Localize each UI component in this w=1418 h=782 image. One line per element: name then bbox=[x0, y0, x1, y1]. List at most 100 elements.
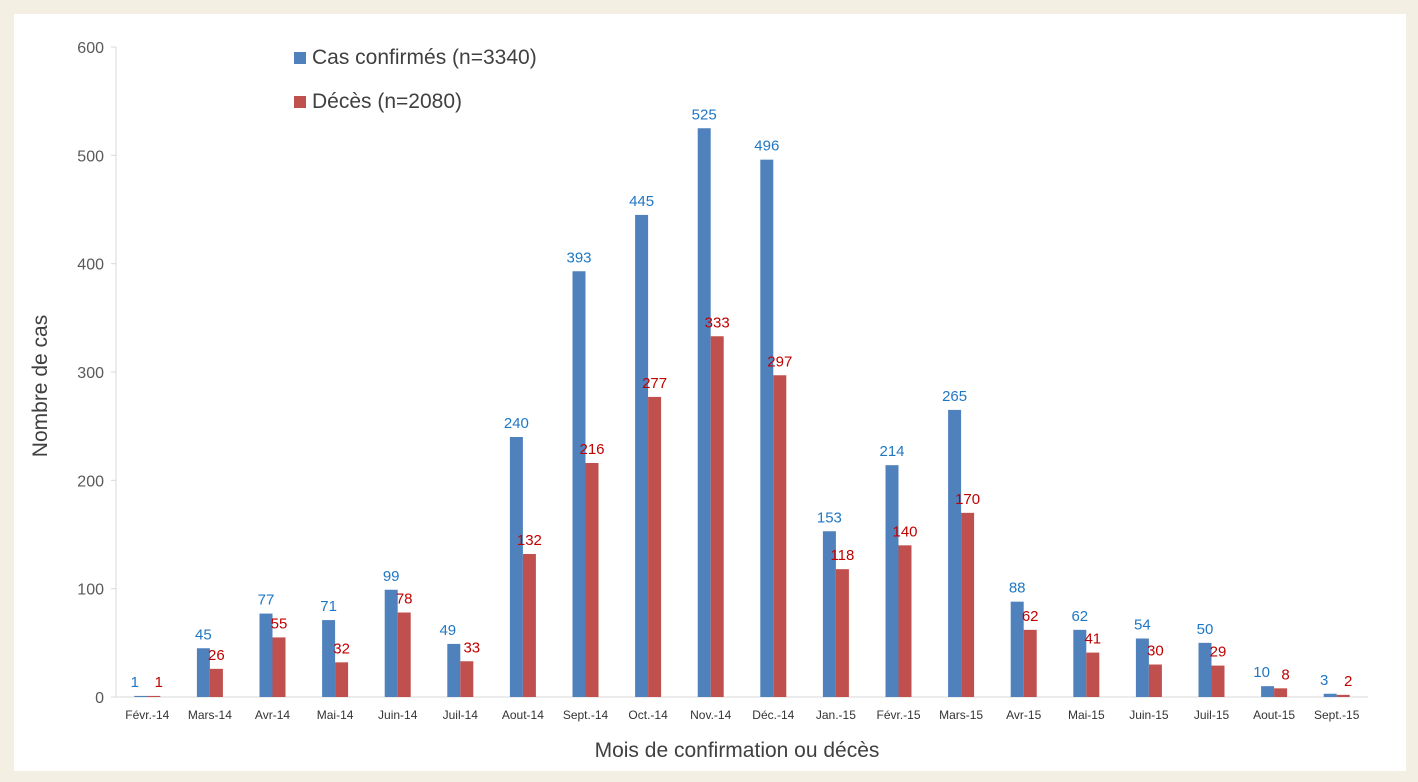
bar-deces bbox=[147, 695, 161, 697]
x-tick-label: Avr-15 bbox=[1006, 708, 1041, 722]
data-label-deces: 297 bbox=[767, 353, 792, 370]
data-label-deces: 170 bbox=[955, 491, 980, 508]
bar-deces bbox=[1211, 665, 1225, 697]
data-label-deces: 132 bbox=[517, 532, 542, 549]
bar-cas-confirmes bbox=[885, 465, 899, 697]
bar-cas-confirmes bbox=[822, 531, 836, 697]
data-label-deces: 30 bbox=[1147, 643, 1164, 660]
bar-chart: 0 100 200 300 400 500 600 Févr.-14 Mars-14 Avr-1… bbox=[29, 40, 1368, 762]
legend-swatch-cas-confirmes bbox=[294, 52, 306, 64]
bar-deces bbox=[335, 662, 349, 697]
data-label-cas-confirmes: 214 bbox=[879, 443, 904, 460]
data-label-deces: 2 bbox=[1344, 673, 1352, 690]
bar-cas-confirmes bbox=[572, 271, 586, 697]
data-label-cas-confirmes: 265 bbox=[942, 388, 967, 405]
bar-cas-confirmes bbox=[134, 695, 148, 697]
bar-cas-confirmes bbox=[1010, 601, 1024, 697]
bar-cas-confirmes bbox=[384, 589, 398, 697]
data-label-deces: 55 bbox=[271, 615, 288, 632]
data-label-deces: 78 bbox=[396, 591, 413, 608]
bar-cas-confirmes bbox=[322, 620, 336, 697]
data-label-cas-confirmes: 10 bbox=[1253, 664, 1270, 681]
y-tick-label: 100 bbox=[77, 582, 104, 599]
bar-cas-confirmes bbox=[1323, 693, 1337, 697]
data-label-cas-confirmes: 240 bbox=[504, 415, 529, 432]
bar-cas-confirmes bbox=[760, 159, 774, 697]
bar-cas-confirmes bbox=[1073, 629, 1087, 697]
bar-deces bbox=[1086, 652, 1100, 697]
bar-deces bbox=[773, 375, 787, 697]
data-label-cas-confirmes: 62 bbox=[1071, 608, 1088, 625]
bar-deces bbox=[585, 463, 599, 697]
y-tick-label: 600 bbox=[77, 40, 104, 57]
x-tick-label: Sept.-15 bbox=[1314, 708, 1360, 722]
legend-label-deces: Décès (n=2080) bbox=[312, 90, 462, 113]
x-tick-label: Juil-15 bbox=[1194, 708, 1230, 722]
x-tick-labels: Févr.-14 Mars-14 Avr-14 Mai-14 Juin-14 Juil-1… bbox=[125, 708, 1359, 722]
bar-deces bbox=[898, 545, 912, 697]
data-label-deces: 333 bbox=[705, 314, 730, 331]
y-tick-label: 200 bbox=[77, 473, 104, 490]
data-label-cas-confirmes: 153 bbox=[817, 509, 842, 526]
x-tick-label: Oct.-14 bbox=[628, 708, 668, 722]
bar-deces bbox=[1336, 694, 1350, 697]
bars bbox=[134, 128, 1350, 697]
bar-deces bbox=[460, 661, 474, 697]
axes bbox=[111, 46, 1368, 698]
y-axis-title: Nombre de cas bbox=[29, 315, 52, 457]
bar-deces bbox=[835, 569, 849, 697]
data-label-cas-confirmes: 3 bbox=[1320, 672, 1328, 689]
data-label-deces: 26 bbox=[208, 647, 225, 664]
data-label-deces: 32 bbox=[333, 640, 350, 657]
bar-deces bbox=[209, 668, 223, 697]
data-label-deces: 118 bbox=[830, 547, 854, 564]
chart-panel: 0 100 200 300 400 500 600 Févr.-14 Mars-14 Avr-1… bbox=[14, 14, 1406, 771]
bar-deces bbox=[522, 554, 536, 697]
x-tick-label: Mars-14 bbox=[188, 708, 232, 722]
bar-cas-confirmes bbox=[259, 613, 273, 697]
x-tick-label: Mai-14 bbox=[317, 708, 354, 722]
x-axis-title: Mois de confirmation ou décès bbox=[595, 739, 880, 762]
x-tick-label: Févr.-15 bbox=[876, 708, 920, 722]
data-label-cas-confirmes: 50 bbox=[1197, 621, 1214, 638]
y-tick-labels: 0 100 200 300 400 500 600 bbox=[77, 40, 104, 707]
y-tick-label: 0 bbox=[95, 690, 104, 707]
x-tick-label: Mai-15 bbox=[1068, 708, 1105, 722]
data-label-deces: 8 bbox=[1281, 666, 1289, 683]
bar-cas-confirmes bbox=[509, 437, 523, 697]
x-tick-label: Aout-14 bbox=[502, 708, 544, 722]
data-label-cas-confirmes: 99 bbox=[383, 568, 400, 585]
data-label-cas-confirmes: 71 bbox=[320, 598, 337, 615]
bar-deces bbox=[710, 336, 724, 697]
data-label-deces: 29 bbox=[1210, 644, 1227, 661]
bar-deces bbox=[1023, 629, 1037, 697]
data-label-deces: 216 bbox=[579, 441, 604, 458]
x-tick-label: Sept.-14 bbox=[563, 708, 609, 722]
bar-deces bbox=[1274, 688, 1288, 697]
bar-cas-confirmes bbox=[447, 643, 461, 697]
bar-deces bbox=[648, 396, 662, 697]
x-tick-label: Juil-14 bbox=[443, 708, 479, 722]
data-label-cas-confirmes: 88 bbox=[1009, 580, 1026, 597]
x-tick-label: Févr.-14 bbox=[125, 708, 169, 722]
bar-deces bbox=[1148, 664, 1162, 697]
bar-deces bbox=[272, 637, 286, 697]
data-label-deces: 277 bbox=[642, 375, 667, 392]
data-label-deces: 140 bbox=[892, 523, 917, 540]
y-tick-label: 400 bbox=[77, 257, 104, 274]
bar-cas-confirmes bbox=[1198, 642, 1212, 697]
x-tick-label: Aout-15 bbox=[1253, 708, 1295, 722]
bar-cas-confirmes bbox=[635, 214, 649, 697]
data-label-deces: 41 bbox=[1084, 631, 1101, 648]
data-labels: 1 1 45 26 77 55 71 32 99 78 49 33 240 132 393 216 445 277… bbox=[131, 106, 1353, 691]
data-label-cas-confirmes: 1 bbox=[131, 674, 139, 691]
bar-cas-confirmes bbox=[196, 648, 210, 697]
legend-label-cas-confirmes: Cas confirmés (n=3340) bbox=[312, 46, 537, 69]
data-label-cas-confirmes: 496 bbox=[754, 138, 779, 155]
data-label-deces: 33 bbox=[463, 639, 480, 656]
x-tick-label: Mars-15 bbox=[939, 708, 983, 722]
x-tick-label: Déc.-14 bbox=[752, 708, 794, 722]
data-label-deces: 1 bbox=[155, 674, 163, 691]
x-tick-label: Jan.-15 bbox=[816, 708, 856, 722]
data-label-cas-confirmes: 393 bbox=[566, 249, 591, 266]
